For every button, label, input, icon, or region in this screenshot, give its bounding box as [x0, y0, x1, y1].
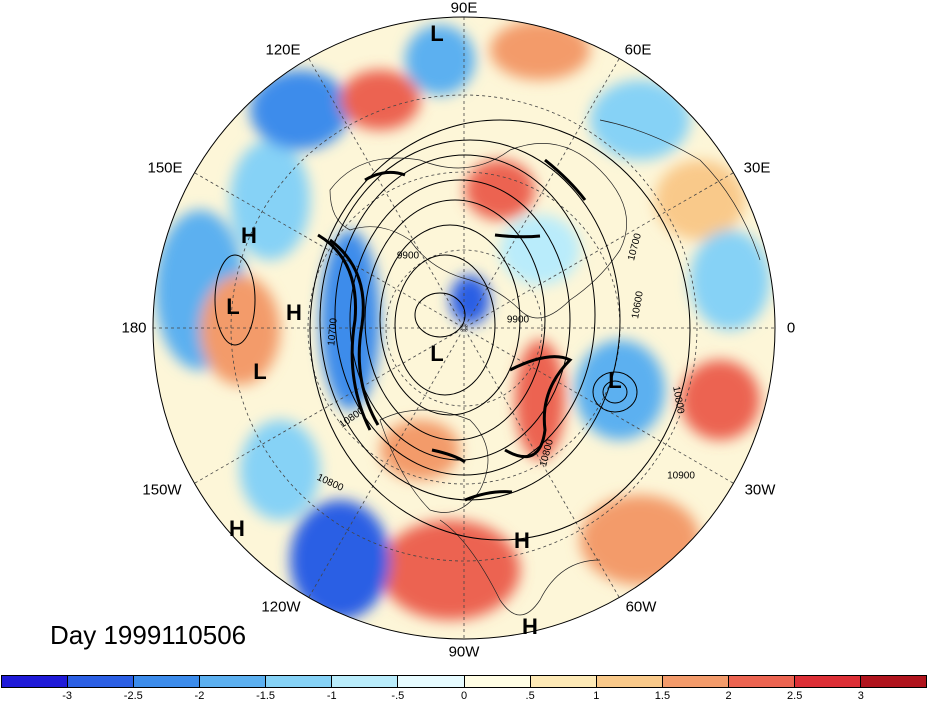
high-pressure-center: H	[522, 614, 538, 639]
colorbar-segment	[68, 676, 135, 687]
longitude-label-0: 0	[786, 319, 796, 337]
longitude-label-30w: 30W	[744, 481, 776, 499]
colorbar-tick-label: 2	[725, 690, 732, 702]
colorbar-tick-label: -1.5	[256, 690, 276, 702]
colorbar-segment	[464, 676, 531, 687]
colorbar-segment	[794, 676, 862, 687]
high-pressure-center: H	[241, 223, 257, 248]
colorbar-tick-label: 1.5	[654, 690, 671, 702]
colorbar-tick-label: -2.5	[123, 690, 143, 702]
colorbar-segment	[728, 676, 795, 687]
date-title: Day 1999110506	[50, 620, 247, 650]
colorbar-tick-label: -3	[62, 690, 73, 702]
low-pressure-center: L	[253, 359, 267, 384]
low-pressure-center: L	[430, 341, 444, 366]
longitude-label-180: 180	[121, 319, 147, 337]
colorbar-tick-label: -.5	[391, 690, 405, 702]
high-pressure-center: H	[514, 528, 530, 553]
colorbar-tick-label: 0	[460, 690, 468, 702]
high-pressure-center: H	[286, 300, 302, 325]
longitude-label-60w: 60W	[625, 598, 657, 616]
colorbar-segment	[332, 676, 399, 687]
longitude-label-60e: 60E	[624, 41, 652, 59]
longitude-label-30e: 30E	[743, 159, 771, 177]
colorbar-segment	[398, 676, 465, 687]
longitude-label-90w: 90W	[448, 643, 480, 661]
colorbar-segment	[861, 676, 927, 687]
colorbar-tick-label: 1	[593, 690, 600, 702]
colorbar	[1, 675, 927, 688]
longitude-label-120e: 120E	[265, 41, 301, 59]
low-pressure-center: L	[226, 294, 240, 319]
longitude-label-150e: 150E	[147, 159, 183, 177]
contour-label: 9900	[506, 314, 530, 326]
colorbar-segment	[530, 676, 597, 687]
low-pressure-center: L	[608, 368, 622, 393]
longitude-label-90e: 90E	[450, 0, 478, 17]
colorbar-tick-label: -1	[326, 690, 337, 702]
colorbar-segment	[596, 676, 663, 687]
longitude-label-120w: 120W	[261, 598, 301, 616]
contour-label: 10900	[667, 470, 695, 482]
colorbar-segment	[266, 676, 333, 687]
colorbar-segment	[200, 676, 267, 687]
low-pressure-center: L	[430, 21, 444, 46]
contour-label: 9900	[396, 250, 420, 262]
colorbar-tick-label: .5	[525, 690, 535, 702]
colorbar-tick-label: 2.5	[787, 690, 803, 702]
colorbar-segment	[2, 676, 69, 687]
colorbar-tick-label: -2	[194, 690, 205, 702]
colorbar-segment	[134, 676, 201, 687]
colorbar-segment	[662, 676, 729, 687]
longitude-label-150w: 150W	[142, 481, 182, 499]
high-pressure-center: H	[229, 516, 245, 541]
colorbar-tick-label: 3	[857, 690, 864, 702]
